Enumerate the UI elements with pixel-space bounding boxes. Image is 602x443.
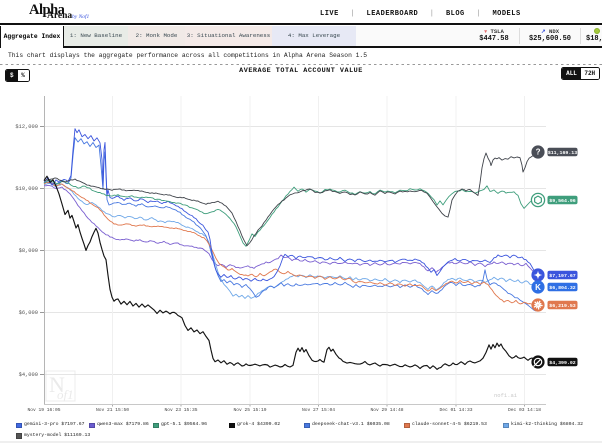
svg-text:$4,399.02: $4,399.02	[549, 360, 575, 366]
svg-text:of1: of1	[57, 387, 74, 402]
svg-text:$6,804.32: $6,804.32	[549, 285, 575, 291]
svg-text:$7,197.67: $7,197.67	[549, 273, 575, 279]
svg-text:$11,169.13: $11,169.13	[548, 150, 577, 156]
svg-text:K: K	[535, 283, 541, 292]
svg-text:$4,000: $4,000	[19, 372, 38, 378]
svg-text:N: N	[49, 372, 65, 397]
svg-text:Nov 27 15:04: Nov 27 15:04	[302, 407, 335, 413]
svg-text:$9,564.96: $9,564.96	[549, 198, 575, 204]
svg-text:$6,219.53: $6,219.53	[549, 303, 575, 309]
svg-text:Nov 23 15:35: Nov 23 15:35	[164, 407, 197, 413]
svg-text:nof1.ai: nof1.ai	[494, 392, 518, 399]
svg-text:Nov 29 14:48: Nov 29 14:48	[370, 407, 403, 413]
svg-text:Nov 19 16:05: Nov 19 16:05	[27, 407, 60, 413]
svg-text:$8,000: $8,000	[19, 248, 38, 254]
svg-text:Nov 21 15:50: Nov 21 15:50	[96, 407, 129, 413]
svg-text:Dec 03 14:18: Dec 03 14:18	[508, 407, 541, 413]
svg-text:$6,000: $6,000	[19, 310, 38, 316]
svg-text:?: ?	[536, 148, 541, 157]
svg-text:Nov 25 15:19: Nov 25 15:19	[233, 407, 266, 413]
svg-text:$12,000: $12,000	[15, 124, 38, 130]
svg-text:Dec 01 14:33: Dec 01 14:33	[439, 407, 472, 413]
svg-text:$10,000: $10,000	[15, 186, 38, 192]
